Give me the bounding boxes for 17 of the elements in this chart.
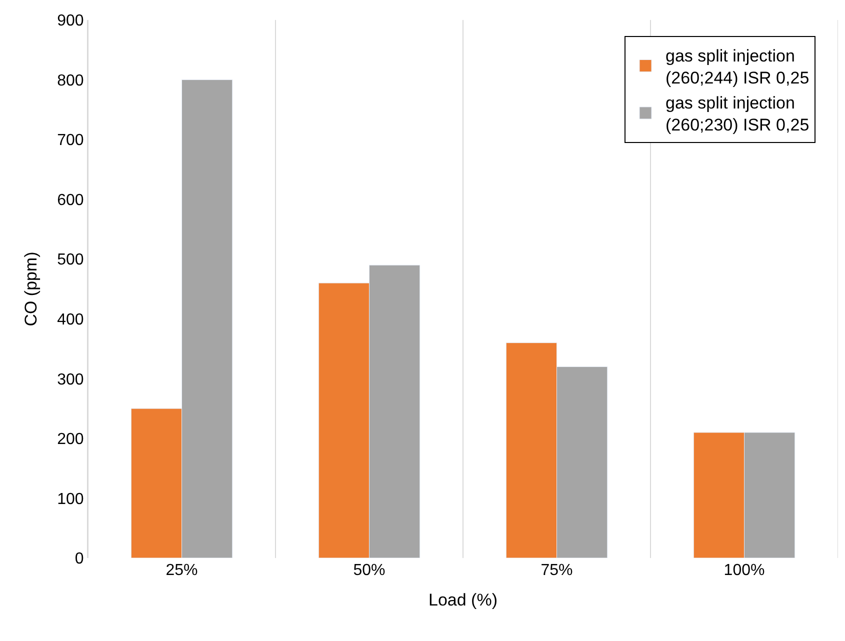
y-tick-label: 400 (57, 311, 84, 328)
x-tick-label: 50% (353, 562, 386, 579)
legend-label: gas split injection (260;230) ISR 0,25 (666, 94, 810, 135)
y-tick-label: 800 (57, 72, 84, 90)
x-tick-label: 25% (166, 562, 198, 579)
x-tick-label: 75% (540, 562, 573, 579)
y-tick-label: 200 (57, 431, 84, 448)
y-tick-label: 300 (57, 371, 84, 388)
y-tick-label: 100 (57, 490, 84, 508)
y-tick-label: 600 (57, 192, 84, 209)
y-axis-title: CO (ppm) (22, 252, 41, 326)
y-tick-label: 900 (57, 12, 84, 30)
y-tick-label: 0 (74, 550, 84, 568)
y-tick-label: 700 (57, 132, 84, 150)
x-axis-title: Load (%) (428, 590, 498, 610)
x-tick-label: 100% (724, 562, 765, 579)
y-tick-label: 500 (57, 252, 84, 269)
